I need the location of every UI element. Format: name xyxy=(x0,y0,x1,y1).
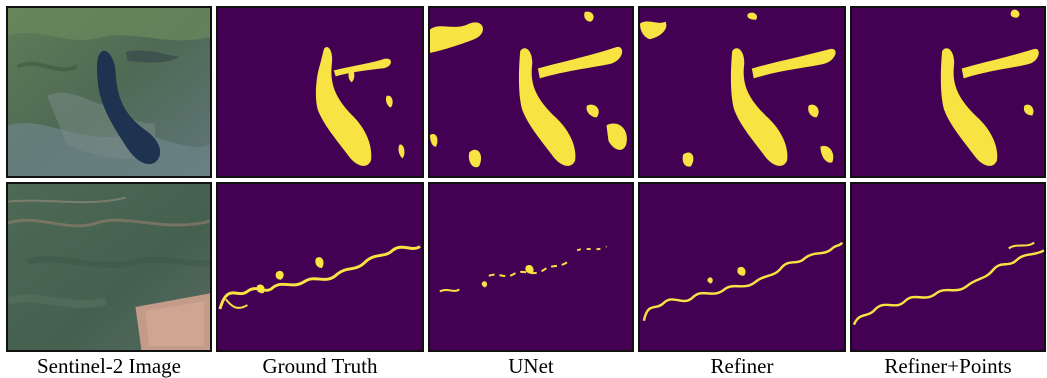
caption-ground-truth: Ground Truth xyxy=(262,354,378,378)
ground-truth-mask-river xyxy=(216,182,424,352)
caption-refiner: Refiner xyxy=(710,354,774,378)
caption-refiner-points: Refiner+Points xyxy=(884,354,1012,378)
refiner-points-prediction-river xyxy=(850,182,1046,352)
caption-sentinel-2-image: Sentinel-2 Image xyxy=(36,354,182,378)
refiner-prediction-lake xyxy=(638,6,846,178)
sentinel-2-image-river xyxy=(6,182,212,352)
ground-truth-mask-lake xyxy=(216,6,424,178)
refiner-prediction-river xyxy=(638,182,846,352)
sentinel-2-image-lake xyxy=(6,6,212,178)
refiner-points-prediction-lake xyxy=(850,6,1046,178)
unet-prediction-lake xyxy=(428,6,634,178)
caption-unet: UNet xyxy=(508,354,554,378)
unet-prediction-river xyxy=(428,182,634,352)
